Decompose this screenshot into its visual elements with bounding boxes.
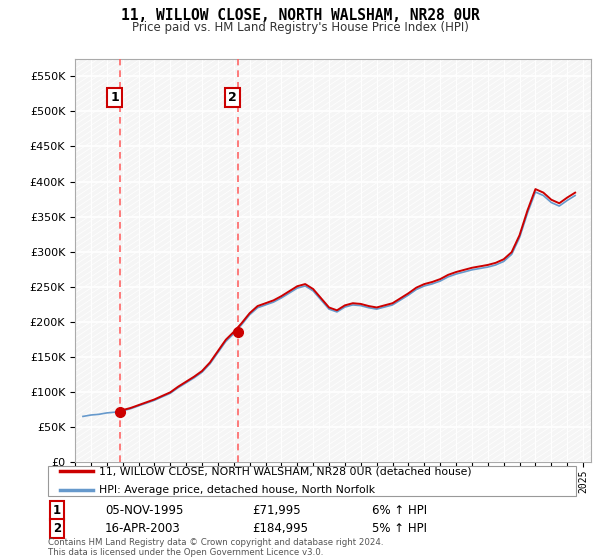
Text: Price paid vs. HM Land Registry's House Price Index (HPI): Price paid vs. HM Land Registry's House … — [131, 21, 469, 34]
Text: 5% ↑ HPI: 5% ↑ HPI — [372, 521, 427, 535]
Text: 2: 2 — [53, 521, 61, 535]
Text: 2: 2 — [229, 91, 237, 104]
Text: HPI: Average price, detached house, North Norfolk: HPI: Average price, detached house, Nort… — [99, 486, 375, 495]
Text: 16-APR-2003: 16-APR-2003 — [105, 521, 181, 535]
Text: 1: 1 — [53, 504, 61, 517]
Text: 05-NOV-1995: 05-NOV-1995 — [105, 504, 184, 517]
Text: 11, WILLOW CLOSE, NORTH WALSHAM, NR28 0UR (detached house): 11, WILLOW CLOSE, NORTH WALSHAM, NR28 0U… — [99, 466, 472, 476]
Text: 1: 1 — [110, 91, 119, 104]
Text: £184,995: £184,995 — [252, 521, 308, 535]
Text: £71,995: £71,995 — [252, 504, 301, 517]
Text: 11, WILLOW CLOSE, NORTH WALSHAM, NR28 0UR: 11, WILLOW CLOSE, NORTH WALSHAM, NR28 0U… — [121, 8, 479, 24]
Text: Contains HM Land Registry data © Crown copyright and database right 2024.
This d: Contains HM Land Registry data © Crown c… — [48, 538, 383, 557]
Text: 6% ↑ HPI: 6% ↑ HPI — [372, 504, 427, 517]
